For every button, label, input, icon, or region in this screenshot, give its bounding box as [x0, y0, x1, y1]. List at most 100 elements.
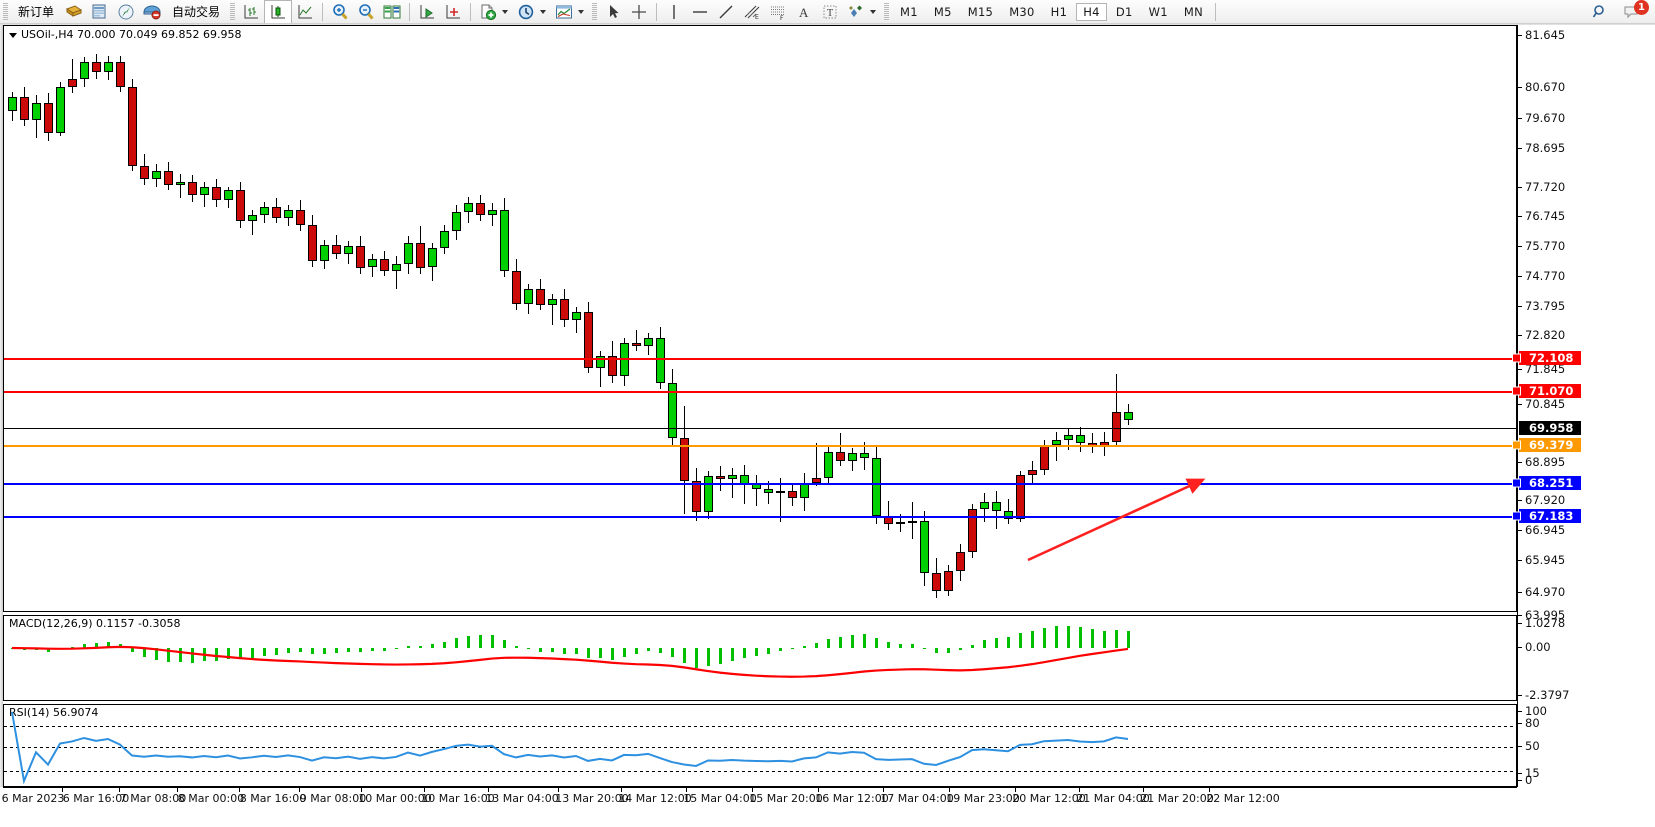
line-chart-icon[interactable] — [292, 1, 318, 23]
candle-body — [151, 170, 161, 179]
candle-body — [859, 453, 869, 459]
timeframe-m1[interactable]: M1 — [900, 4, 918, 19]
toolbar-grip[interactable] — [3, 2, 8, 21]
time-tick — [1209, 788, 1210, 792]
level-handle-resistance-2[interactable] — [1512, 353, 1521, 363]
timeframe-m30[interactable]: M30 — [1009, 4, 1035, 19]
text-icon[interactable]: A — [791, 1, 817, 23]
price-tag-resistance-1[interactable]: 71.070 — [1519, 384, 1581, 398]
price-tag-pivot[interactable]: 69.379 — [1519, 438, 1581, 452]
candle-body — [1015, 474, 1025, 519]
level-line-resistance-2[interactable] — [4, 358, 1516, 360]
chevron-down-icon[interactable] — [9, 32, 17, 38]
vertical-line-icon[interactable] — [661, 1, 687, 23]
macd-pane[interactable]: MACD(12,26,9) 0.1157 -0.3058 — [3, 615, 1517, 701]
candle — [487, 26, 497, 611]
navigator-icon[interactable] — [113, 1, 139, 23]
level-line-pivot[interactable] — [4, 445, 1516, 447]
timeframe-m15[interactable]: M15 — [967, 4, 994, 19]
price-tick-label: 79.670 — [1525, 111, 1566, 125]
price-tag-support-2[interactable]: 67.183 — [1519, 509, 1581, 523]
market-watch-icon[interactable] — [61, 1, 87, 23]
chart-shift-icon[interactable] — [440, 1, 466, 23]
macd-histogram-bar — [1066, 625, 1070, 648]
search-icon[interactable] — [1587, 1, 1613, 23]
level-handle-pivot[interactable] — [1512, 440, 1521, 450]
periods-icon[interactable] — [513, 1, 539, 23]
auto-trading-button[interactable]: 自动交易 — [165, 1, 227, 23]
horizontal-line-icon[interactable] — [687, 1, 713, 23]
candle — [355, 26, 365, 611]
tile-windows-icon[interactable] — [379, 1, 405, 23]
rsi-pane[interactable]: RSI(14) 56.9074 — [3, 704, 1517, 787]
time-axis[interactable]: 6 Mar 2023 6 Mar 16:00 7 Mar 08:00 8 Mar 00… — [2, 787, 1517, 807]
candlestick-chart-icon[interactable] — [264, 0, 293, 24]
time-tick — [686, 788, 687, 792]
auto-scroll-icon[interactable] — [414, 1, 440, 23]
price-tag-resistance-2[interactable]: 72.108 — [1519, 351, 1581, 365]
macd-histogram-bar — [154, 648, 158, 660]
cursor-icon[interactable] — [600, 1, 626, 23]
price-scale[interactable]: 81.645 80.670 79.670 78.695 77.720 76.745 75.7… — [1512, 25, 1655, 787]
text-label-icon[interactable]: T — [817, 1, 843, 23]
candle — [727, 26, 737, 611]
time-tick — [1143, 788, 1144, 792]
toolbar-grip-2[interactable] — [230, 2, 236, 21]
shapes-icon[interactable] — [843, 1, 869, 23]
level-line-resistance-1[interactable] — [4, 391, 1516, 393]
timeframe-h4[interactable]: H4 — [1076, 2, 1107, 21]
crosshair-icon[interactable] — [626, 1, 652, 23]
indicators-dropdown-icon[interactable] — [502, 9, 509, 14]
price-plot[interactable]: USOil-,H4 70.000 70.049 69.852 69.958 — [3, 25, 1517, 612]
candle-body — [415, 242, 425, 268]
templates-icon[interactable] — [551, 1, 577, 23]
candle — [211, 26, 221, 611]
macd-histogram-bar — [406, 646, 410, 648]
templates-dropdown-icon[interactable] — [578, 9, 585, 14]
timeframe-h1[interactable]: H1 — [1050, 4, 1068, 19]
level-handle-support-1[interactable] — [1512, 478, 1521, 488]
timeframe-w1[interactable]: W1 — [1148, 4, 1168, 19]
terminal-icon[interactable] — [139, 1, 165, 23]
trendline-icon[interactable] — [713, 1, 739, 23]
timeframe-d1[interactable]: D1 — [1115, 4, 1133, 19]
time-label: 22 Mar 12:00 — [1206, 792, 1280, 805]
candle — [307, 26, 317, 611]
candle — [679, 26, 689, 611]
candle-body — [679, 438, 689, 482]
macd-histogram-bar — [694, 648, 698, 668]
candle — [139, 26, 149, 611]
toolbar-grip-3[interactable] — [592, 2, 598, 21]
indicators-icon[interactable] — [475, 1, 501, 23]
equidistant-channel-icon[interactable]: E — [739, 1, 765, 23]
zoom-in-icon[interactable] — [327, 1, 353, 23]
zoom-out-icon[interactable] — [353, 1, 379, 23]
periods-dropdown-icon[interactable] — [540, 9, 547, 14]
notification-icon[interactable]: 1 — [1619, 0, 1649, 23]
timeframe-mn[interactable]: MN — [1183, 4, 1204, 19]
level-line-support-1[interactable] — [4, 483, 1516, 485]
time-label: 14 Mar 12:00 — [618, 792, 692, 805]
shapes-dropdown-icon[interactable] — [870, 9, 877, 14]
timeframe-m5[interactable]: M5 — [933, 4, 952, 19]
candle-body — [775, 490, 785, 493]
macd-histogram-bar — [622, 648, 626, 657]
level-line-last-price[interactable] — [4, 428, 1516, 429]
candle-body — [91, 62, 101, 72]
data-window-icon[interactable] — [87, 1, 113, 23]
new-order-button[interactable]: 新订单 — [11, 1, 61, 23]
candle — [55, 26, 65, 611]
fibonacci-icon[interactable]: F — [765, 1, 791, 23]
toolbar-grip-4[interactable] — [884, 2, 890, 21]
candle-body — [79, 62, 89, 79]
candle-body — [43, 103, 53, 133]
price-tick — [1518, 87, 1522, 88]
price-tag-last-price[interactable]: 69.958 — [1519, 421, 1581, 435]
candle — [943, 26, 953, 611]
price-tag-support-1[interactable]: 68.251 — [1519, 476, 1581, 490]
bar-chart-icon[interactable] — [238, 1, 264, 23]
candle-body — [979, 502, 989, 510]
level-line-support-2[interactable] — [4, 516, 1516, 518]
level-handle-support-2[interactable] — [1512, 511, 1521, 521]
level-handle-resistance-1[interactable] — [1512, 386, 1521, 396]
